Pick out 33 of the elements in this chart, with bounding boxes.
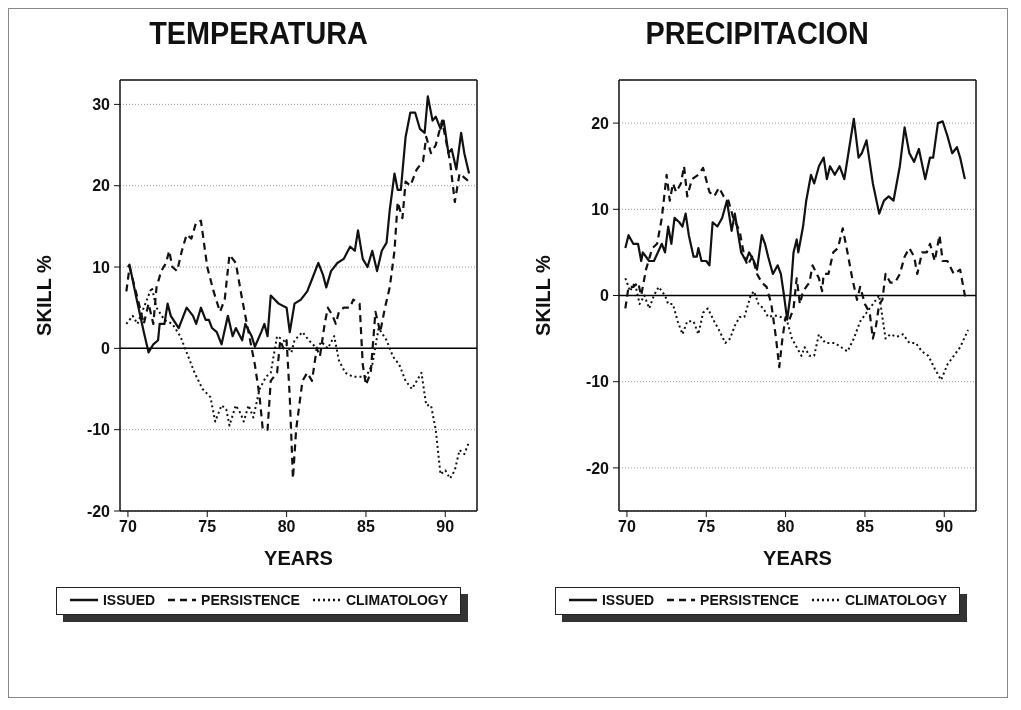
- legend-label: PERSISTENCE: [201, 592, 300, 608]
- x-axis-title: YEARS: [762, 547, 832, 569]
- x-tick-label: 90: [934, 518, 953, 536]
- y-tick-label: -10: [86, 421, 110, 439]
- x-axis-title: YEARS: [263, 547, 333, 569]
- chart-title: PRECIPITACION: [645, 15, 870, 53]
- y-tick-label: 10: [91, 258, 110, 276]
- y-tick-label: 0: [100, 340, 110, 358]
- y-tick-label: 10: [590, 200, 609, 218]
- chart-title: TEMPERATURA: [149, 15, 368, 53]
- y-tick-label: 0: [599, 287, 609, 305]
- y-tick-label: 30: [91, 96, 110, 114]
- x-tick-label: 70: [617, 518, 636, 536]
- x-tick-label: 70: [118, 518, 137, 536]
- legend-label: ISSUED: [601, 592, 655, 608]
- x-tick-label: 75: [197, 518, 216, 536]
- x-tick-label: 80: [776, 518, 795, 536]
- legend-label: CLIMATOLOGY: [844, 592, 948, 608]
- x-tick-label: 85: [855, 518, 874, 536]
- x-tick-label: 85: [356, 518, 375, 536]
- legend-label: ISSUED: [102, 592, 156, 608]
- y-tick-label: -10: [585, 373, 609, 391]
- y-axis-title: SKILL %: [32, 254, 55, 336]
- y-tick-label: -20: [585, 459, 609, 477]
- legend-label: CLIMATOLOGY: [345, 592, 449, 608]
- x-tick-label: 80: [277, 518, 296, 536]
- x-tick-label: 90: [435, 518, 454, 536]
- legend-label: PERSISTENCE: [700, 592, 799, 608]
- y-tick-label: 20: [590, 114, 609, 132]
- x-tick-label: 75: [696, 518, 715, 536]
- y-tick-label: 20: [91, 177, 110, 195]
- y-tick-label: -20: [86, 502, 110, 520]
- y-axis-title: SKILL %: [531, 254, 554, 336]
